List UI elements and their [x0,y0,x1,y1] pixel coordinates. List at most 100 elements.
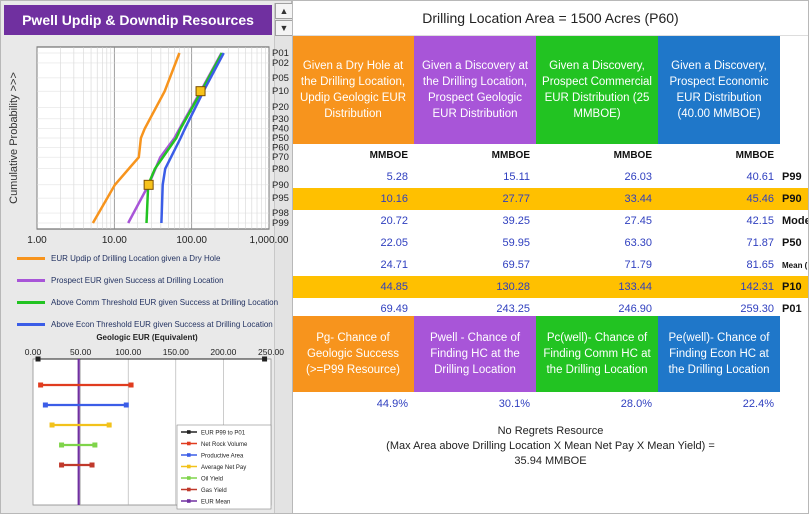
y-tick-label: P99 [272,218,289,229]
tornado-low-marker [38,382,44,388]
y-tick-label: P95 [272,193,289,204]
table-cell: 142.31 [740,281,774,293]
table-cell: 246.90 [618,303,652,315]
row-label: P99 [782,171,802,183]
table-cell: 243.25 [496,303,530,315]
tornado-high-marker [89,462,95,468]
scroll-down-button[interactable]: ▼ [275,20,293,36]
panel-title: Pwell Updip & Downdip Resources [4,5,272,35]
y-tick-label: P10 [272,86,289,97]
legend-swatch [17,322,45,326]
chance-header-1: Pg- Chance of Geologic Success (>=P99 Re… [292,316,414,392]
marker-point-1 [143,179,154,190]
unit-label: MMBOE [735,149,774,161]
legend-label: Prospect EUR given Success at Drilling L… [51,275,224,285]
unit-label: MMBOE [491,149,530,161]
table-cell: 130.28 [496,281,530,293]
tornado-high-marker [106,422,112,428]
geo-legend-marker [187,499,191,503]
table-cell: 63.30 [624,237,652,249]
highlight-row [292,188,809,210]
y-tick-label: P01 [272,48,289,59]
table-cell: 10.16 [380,193,408,205]
tornado-high-marker [128,382,134,388]
chance-value: 30.1% [498,398,530,410]
tornado-low-marker [59,442,65,448]
unit-label: MMBOE [613,149,652,161]
geologic-eur-title: Geologic EUR (Equivalent) [96,333,198,342]
column-header-3: Given a Discovery, Prospect Commercial E… [536,36,658,144]
results-title: Drilling Location Area = 1500 Acres (P60… [292,0,809,36]
y-tick-label: P90 [272,180,289,191]
geo-x-tick-label: 100.00 [115,347,141,357]
row-label: P50 [782,237,802,249]
geo-x-tick-label: 150.00 [163,347,189,357]
table-cell: 69.57 [502,259,530,271]
legend-swatch [17,256,45,260]
legend-swatch [17,278,45,282]
geologic-eur-chart: 0.00 50.00 100.00 150.00 200.00 250.00 EUR P99… [25,347,284,510]
legend-item: EUR Updip of Drilling Location given a D… [17,251,220,265]
table-cell: 27.77 [502,193,530,205]
eur-range-low-marker [35,356,41,362]
geo-legend-marker [187,476,191,480]
no-regrets-line3: 35.94 MMBOE [514,455,587,467]
column-header-4: Given a Discovery, Prospect Economic EUR… [658,36,780,144]
table-cell: 133.44 [618,281,652,293]
tornado-low-marker [49,422,55,428]
geo-legend-label: Gas Yield [201,488,227,494]
table-cell: 33.44 [624,193,652,205]
legend-label: EUR Updip of Drilling Location given a D… [51,253,221,263]
geo-legend-label: Productive Area [201,454,244,460]
geo-legend-label: Net Rock Volume [201,442,248,448]
vertical-scrollbar[interactable]: ▲ ▼ [274,3,293,513]
chance-header-3: Pc(well)- Chance of Finding Comm HC at t… [536,316,658,392]
table-cell: 15.11 [503,171,530,183]
chance-value: 28.0% [620,398,652,410]
chance-header-2: Pwell - Chance of Finding HC at the Dril… [414,316,536,392]
table-cell: 22.05 [380,237,408,249]
results-panel: Drilling Location Area = 1500 Acres (P60… [292,0,809,514]
table-cell: 20.72 [380,215,408,227]
geo-x-tick-label: 0.00 [25,347,42,357]
highlight-row [292,276,809,298]
row-label: P01 [782,303,802,315]
table-cell: 27.45 [624,215,652,227]
chance-value: 44.9% [376,398,408,410]
geo-legend-label: EUR P99 to P01 [201,431,246,437]
x-tick-label: 10.00 [102,235,127,246]
no-regrets-resource: No Regrets Resource (Max Area above Dril… [292,424,809,469]
table-cell: 45.46 [746,193,774,205]
y-tick-label: P05 [272,73,289,84]
row-label: P90 [782,193,802,205]
table-cell: 59.95 [502,237,530,249]
y-tick-label: P50 [272,133,289,144]
unit-label: MMBOE [369,149,408,161]
table-cell: 259.30 [740,303,774,315]
table-cell: 69.49 [380,303,408,315]
x-tick-label: 1,000.00 [250,235,289,246]
geo-x-tick-label: 50.00 [70,347,92,357]
y-tick-label: P60 [272,142,289,153]
geo-legend-label: EUR Mean [201,500,230,506]
tornado-low-marker [59,462,65,468]
legend-label: Above Comm Threshold EUR given Success a… [51,297,279,307]
legend-item: Prospect EUR given Success at Drilling L… [17,273,224,287]
geo-legend-label: Average Net Pay [201,465,246,471]
geo-x-tick-label: 200.00 [210,347,236,357]
series-line-1 [91,52,181,224]
geo-legend-marker [187,453,191,457]
geo-legend-marker [187,487,191,492]
legend-label: Above Econ Threshold EUR given Success a… [51,319,273,329]
y-axis-label: Cumulative Probability >>> [8,72,20,204]
geo-legend-marker [187,430,191,434]
row-label: Mode [782,215,809,227]
table-cell: 42.15 [746,215,774,227]
geo-legend-marker [187,441,191,446]
table-cell: 40.61 [746,171,774,183]
legend-item: Above Econ Threshold EUR given Success a… [17,317,273,331]
scroll-up-button[interactable]: ▲ [275,3,293,19]
y-tick-label: P80 [272,164,289,175]
chance-value: 22.4% [742,398,774,410]
